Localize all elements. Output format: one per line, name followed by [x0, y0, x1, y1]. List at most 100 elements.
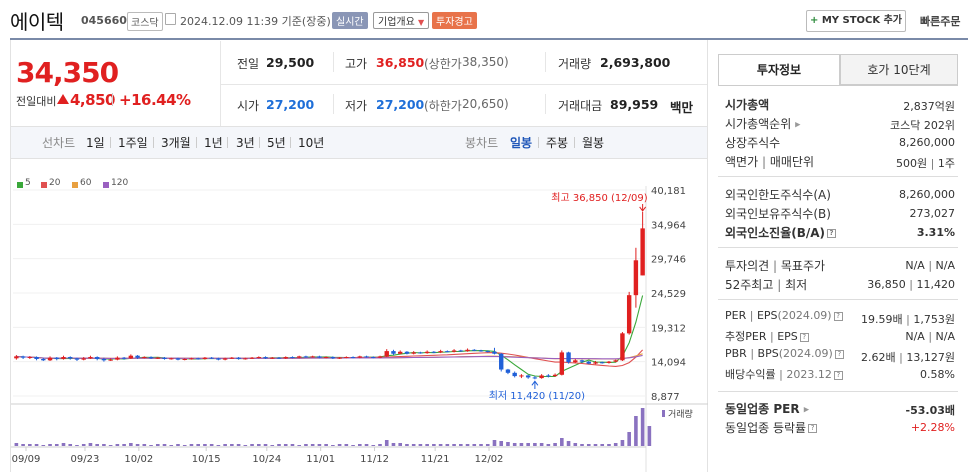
- trade-unit-label: 매매단위: [769, 155, 814, 169]
- est-eps-value: N/A: [935, 330, 955, 343]
- candle-body: [121, 357, 127, 359]
- quick-order-link[interactable]: 빠른주문: [920, 15, 961, 28]
- help-icon[interactable]: ?: [833, 370, 843, 380]
- candle-monthly[interactable]: 월봉: [582, 136, 605, 150]
- candle-body: [263, 357, 268, 359]
- stock-code: 045660: [81, 14, 127, 27]
- calendar-icon: [165, 13, 176, 25]
- volume-bar: [256, 444, 261, 446]
- bps-value: 13,127원: [906, 351, 955, 364]
- volume-bar: [411, 444, 416, 446]
- trade-amount-unit: 백만: [670, 100, 694, 115]
- ma120-label: 120: [111, 178, 129, 188]
- sector-per-value: -53.03배: [905, 404, 955, 417]
- candle-body: [357, 356, 363, 358]
- volume-bar: [142, 444, 147, 446]
- caret-right-icon: ▶: [795, 120, 801, 129]
- sector-per-link[interactable]: 동일업종 PER ▶: [725, 400, 809, 417]
- per-label: PER: [725, 309, 747, 322]
- period-1w[interactable]: 1주일: [118, 136, 148, 150]
- period-1d[interactable]: 1일: [86, 136, 105, 150]
- week52-low-value: 11,420: [916, 278, 956, 291]
- market-cap-rank-link[interactable]: 시가총액순위 ▶: [725, 115, 800, 132]
- volume-bar: [519, 443, 524, 446]
- candle-body: [451, 350, 457, 352]
- max-arrow-head: [639, 206, 647, 212]
- candle-body: [47, 357, 53, 361]
- period-3y[interactable]: 3년: [236, 136, 255, 150]
- panel-divider: [718, 391, 958, 392]
- tab-orderbook-10[interactable]: 호가 10단계: [840, 54, 958, 85]
- x-tick-label: 11/12: [360, 454, 389, 465]
- candle-body: [438, 351, 443, 353]
- candle-weekly[interactable]: 주봉: [546, 136, 569, 150]
- price-chart[interactable]: 40,181 34,964 29,746 24,529 19,312 14,094 8,87…: [11, 186, 708, 472]
- period-3m[interactable]: 3개월: [161, 136, 191, 150]
- help-icon[interactable]: ?: [799, 332, 809, 342]
- period-divider: [227, 137, 228, 148]
- y-tick-label: 14,094: [651, 358, 686, 369]
- volume-bar: [337, 444, 342, 446]
- sector-change-label: 동일업종 등락률: [725, 421, 807, 435]
- volume-bar: [34, 444, 39, 446]
- listed-shares-value: 8,260,000: [899, 136, 955, 149]
- candle-body: [229, 357, 235, 359]
- par-value-value: 500원: [896, 157, 928, 170]
- y-tick-label: 40,181: [651, 186, 686, 197]
- y-tick-label: 24,529: [651, 289, 686, 300]
- candle-body: [424, 351, 430, 354]
- candle-body: [54, 357, 59, 359]
- volume-bar: [250, 444, 254, 446]
- volume-legend-swatch: [662, 410, 665, 417]
- candle-body: [458, 350, 464, 352]
- period-5y[interactable]: 5년: [267, 136, 286, 150]
- period-selector-bar: [11, 126, 707, 159]
- volume-bar: [627, 432, 631, 446]
- bps-label: BPS: [757, 347, 779, 360]
- volume-bar: [600, 444, 605, 446]
- dividend-row: 배당수익률 | 2023.12?: [725, 366, 843, 382]
- volume-bar: [102, 444, 106, 446]
- candle-body: [115, 357, 120, 360]
- add-mystock-button[interactable]: + MY STOCK 추가: [806, 10, 906, 32]
- lower-limit-label: (하한가: [424, 99, 462, 113]
- sector-change-row: 동일업종 등락률?: [725, 419, 818, 436]
- candle-body: [525, 375, 531, 378]
- candle-body: [337, 357, 342, 359]
- candle-daily[interactable]: 일봉: [510, 136, 533, 150]
- candle-body: [492, 351, 497, 354]
- period-1y[interactable]: 1년: [204, 136, 223, 150]
- low-value: 27,200: [376, 97, 425, 112]
- volume-bar: [418, 444, 423, 446]
- candle-body: [175, 358, 181, 360]
- foreign-ratio-value: 3.31%: [916, 226, 955, 239]
- change-percent: +16.44%: [119, 91, 191, 109]
- help-icon[interactable]: ?: [808, 424, 818, 433]
- candle-body: [283, 357, 288, 359]
- foreign-limit-value: 8,260,000: [899, 188, 955, 201]
- candle-body: [94, 357, 100, 359]
- tab-investment-info[interactable]: 투자정보: [718, 54, 840, 85]
- candle-body: [317, 356, 322, 358]
- candle-body: [243, 358, 248, 360]
- par-value-row: 액면가 | 매매단위: [725, 155, 814, 169]
- candle-body: [505, 369, 511, 373]
- volume-bar: [54, 444, 59, 446]
- quote-datetime: 2024.12.09 11:39 기준(장중): [180, 15, 331, 28]
- week52-low-label: 최저: [785, 278, 808, 292]
- help-icon[interactable]: ?: [834, 349, 844, 359]
- volume-bar: [290, 444, 295, 446]
- period-10y[interactable]: 10년: [298, 136, 325, 150]
- volume-bar: [640, 408, 645, 446]
- candle-body: [68, 357, 73, 359]
- candle-body: [155, 357, 160, 359]
- help-icon[interactable]: ?: [827, 229, 837, 238]
- volume-bar: [432, 444, 436, 446]
- market-badge: 코스닥: [127, 12, 163, 31]
- realtime-button[interactable]: 실시간: [332, 12, 368, 29]
- volume-bar: [41, 445, 46, 446]
- company-overview-dropdown[interactable]: 기업개요 ▼: [373, 12, 430, 29]
- candle-body: [559, 352, 565, 375]
- candle-body: [364, 356, 369, 358]
- help-icon[interactable]: ?: [833, 311, 843, 321]
